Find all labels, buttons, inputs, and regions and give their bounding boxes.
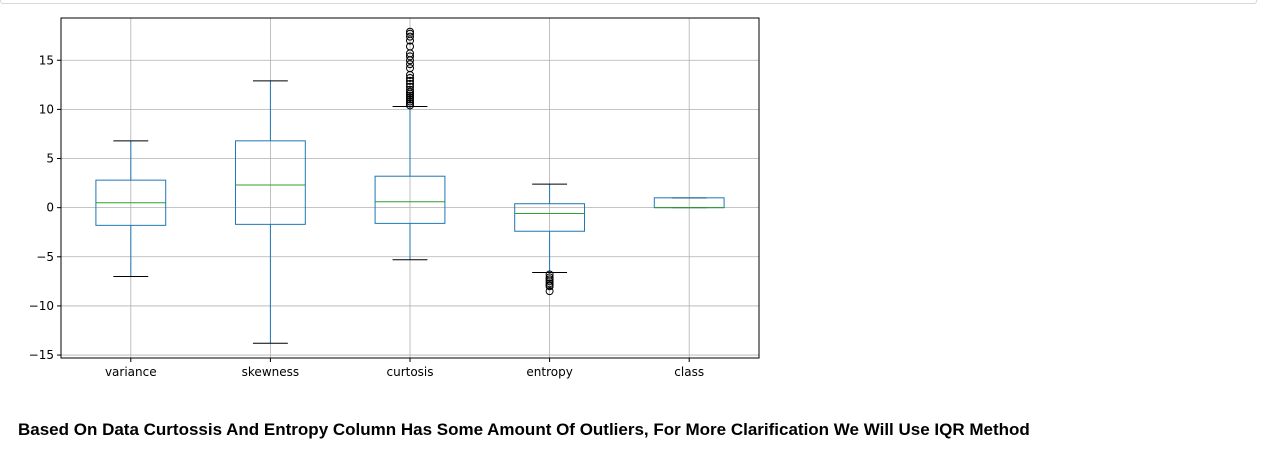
box-skewness [235, 80, 306, 344]
boxes-layer [95, 27, 725, 344]
box-class [653, 197, 725, 209]
flier-point [406, 85, 414, 94]
y-tick-label: 0 [46, 201, 54, 215]
flier-point [545, 273, 554, 282]
flier-point [545, 287, 554, 296]
flier-point [406, 60, 414, 69]
flier-point [406, 29, 414, 38]
flier-point [406, 27, 414, 36]
x-tick-label-entropy: entropy [526, 365, 572, 379]
box-variance [95, 140, 167, 277]
x-axis: variance skewness curtosis entropy class [105, 358, 704, 379]
x-tick-label-class: class [674, 365, 704, 379]
flier-point [406, 73, 414, 82]
y-tick-label: 10 [39, 102, 54, 116]
cell-border [0, 0, 1257, 4]
y-tick-label: 15 [39, 53, 54, 67]
flier-point [406, 91, 414, 100]
flier-point [406, 101, 414, 110]
flier-point [406, 95, 414, 104]
box-iqr [374, 175, 446, 224]
box-iqr [514, 203, 586, 232]
box-entropy [514, 183, 586, 296]
flier-point [545, 282, 554, 291]
x-tick-label-variance: variance [105, 365, 157, 379]
flier-point [406, 32, 414, 41]
box-iqr [235, 140, 306, 225]
flier-point [406, 97, 414, 106]
x-tick-label-curtosis: curtosis [386, 365, 433, 379]
x-tick-label-skewness: skewness [242, 365, 299, 379]
y-tick-label: −5 [36, 250, 54, 264]
flier-point [545, 279, 554, 288]
flier-point [406, 76, 414, 85]
flier-point [406, 79, 414, 88]
flier-point [406, 52, 414, 61]
y-axis: −15 −10 −5 0 5 10 15 [29, 53, 61, 362]
caption-text: Based On Data Curtossis And Entropy Colu… [18, 420, 1030, 439]
box-curtosis [374, 27, 446, 261]
y-tick-label: −10 [29, 299, 54, 313]
flier-point [406, 64, 414, 73]
flier-point [406, 87, 414, 96]
y-tick-label: 5 [46, 152, 54, 166]
flier-point [545, 277, 554, 286]
boxplot-chart: −15 −10 −5 0 5 10 15 variance skewness curtosis e… [29, 17, 760, 379]
y-tick-label: −15 [29, 348, 54, 362]
flier-point [406, 99, 414, 108]
flier-point [406, 93, 414, 102]
flier-point [406, 42, 414, 51]
flier-point [406, 82, 414, 91]
